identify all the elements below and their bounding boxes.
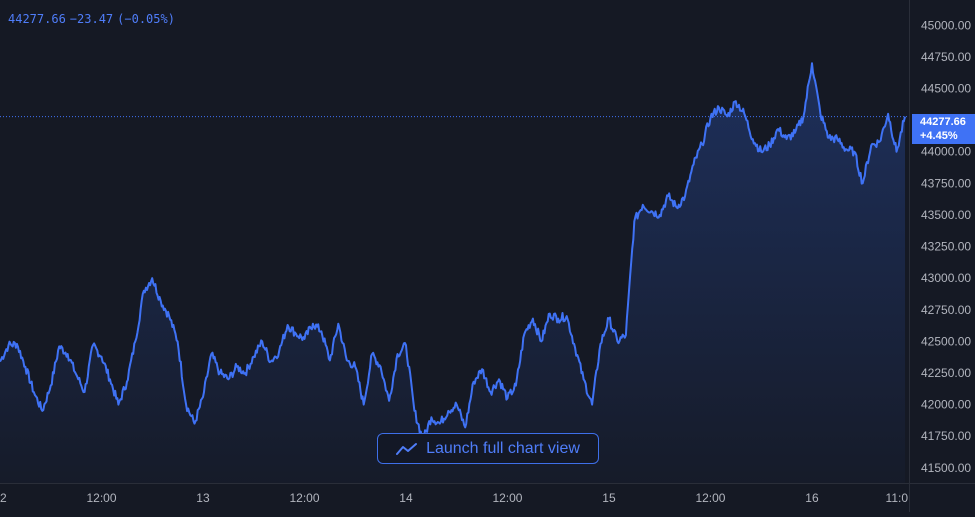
x-tick-label: 13 [196,491,210,505]
launch-button-label: Launch full chart view [426,439,580,457]
y-tick-label: 43250.00 [921,240,971,254]
price-area [0,62,906,483]
launch-full-chart-button[interactable]: Launch full chart view [377,433,599,464]
x-tick-label: 15 [602,491,616,505]
x-tick-label: 11:0 [886,491,909,505]
x-tick-label: 12:00 [86,491,116,505]
x-tick-label: 2 [0,491,7,505]
last-price-tag: 44277.66 +4.45% [912,114,975,144]
y-tick-label: 45000.00 [921,18,971,32]
legend-change-pct: (−0.05%) [117,12,175,26]
y-tick-label: 44750.00 [921,50,971,64]
y-tick-label: 42750.00 [921,303,971,317]
y-tick-label: 43750.00 [921,176,971,190]
x-tick-label: 12:00 [695,491,725,505]
y-tick-label: 42250.00 [921,366,971,380]
x-tick-label: 16 [805,491,819,505]
line-chart-icon [396,442,418,455]
price-area-fill [0,63,905,483]
y-tick-label: 44500.00 [921,82,971,96]
legend-last-price: 44277.66 [8,12,66,26]
x-tick-label: 12:00 [289,491,319,505]
y-tick-label: 42000.00 [921,398,971,412]
y-tick-label: 41500.00 [921,461,971,475]
y-tick-label: 42500.00 [921,334,971,348]
last-price-pct: +4.45% [920,130,958,142]
x-tick-label: 14 [399,491,413,505]
price-legend: 44277.66 −23.47 (−0.05%) [8,12,179,26]
y-tick-label: 43000.00 [921,271,971,285]
y-tick-label: 41750.00 [921,429,971,443]
legend-change: −23.47 [69,12,114,26]
y-tick-label: 43500.00 [921,208,971,222]
x-tick-label: 12:00 [492,491,522,505]
y-tick-label: 44000.00 [921,145,971,159]
last-price-value: 44277.66 [920,116,966,128]
price-line [0,62,906,441]
